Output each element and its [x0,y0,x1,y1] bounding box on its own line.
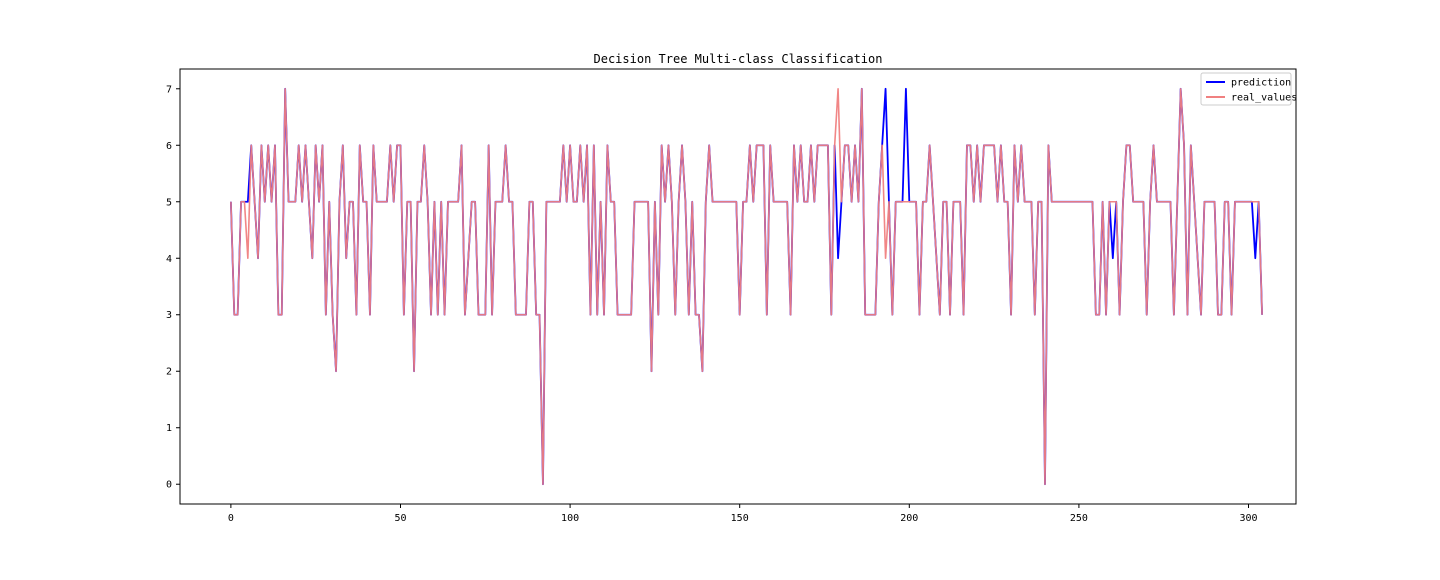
plot-lines [229,87,1263,486]
y-tick-label: 7 [166,84,172,95]
y-tick-label: 3 [166,310,172,321]
chart-title: Decision Tree Multi-class Classification [594,52,883,66]
legend-label-prediction: prediction [1231,78,1291,89]
x-tick-label: 0 [228,513,234,524]
y-tick-label: 6 [166,141,172,152]
legend: prediction real_values [1200,72,1297,106]
x-tick-label: 300 [1239,513,1257,524]
x-tick-label: 100 [561,513,579,524]
y-tick-label: 5 [166,197,172,208]
y-tick-label: 4 [166,254,172,265]
legend-label-real-values: real_values [1231,93,1297,104]
x-tick-label: 200 [900,513,918,524]
y-tick-label: 1 [166,423,172,434]
y-tick-label: 0 [166,480,172,491]
y-tick-label: 2 [166,367,172,378]
series-line-real-values [230,87,1263,486]
x-tick-label: 150 [731,513,749,524]
x-axis: 0 50 100 150 200 250 300 [228,504,1258,524]
plot-frame [179,68,1297,505]
x-tick-label: 250 [1070,513,1088,524]
x-tick-label: 50 [394,513,406,524]
y-axis: 0 1 2 3 4 5 6 7 [166,84,180,491]
